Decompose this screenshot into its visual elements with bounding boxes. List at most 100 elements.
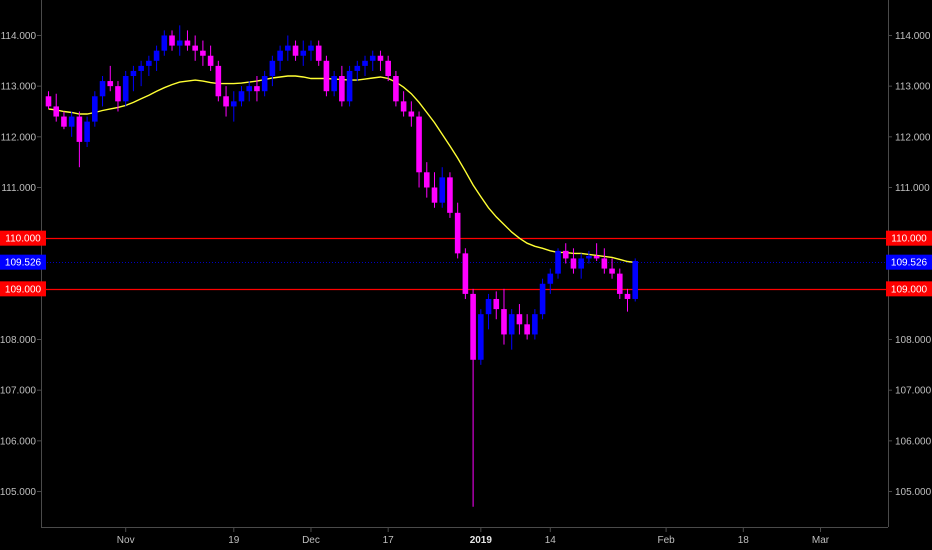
candle-body bbox=[61, 116, 67, 127]
y-tick-label-right: 114.000 bbox=[895, 31, 931, 42]
y-tick-label-left: 113.000 bbox=[1, 82, 37, 93]
candle-body bbox=[45, 96, 52, 107]
candle-body bbox=[400, 101, 407, 112]
candle-body bbox=[423, 172, 430, 188]
candle-body bbox=[76, 116, 83, 142]
level-label-left: 109.000 bbox=[5, 284, 42, 295]
level-labels: 110.000 110.000 109.000 109.000 109.526 109.5… bbox=[0, 230, 932, 297]
y-tick-label-right: 106.000 bbox=[895, 436, 932, 447]
level-label-left: 110.000 bbox=[5, 234, 41, 245]
candle-body bbox=[593, 255, 600, 259]
x-tick-label: 19 bbox=[228, 535, 240, 546]
candle-body bbox=[478, 314, 484, 360]
candle-body bbox=[601, 258, 608, 269]
candle-body bbox=[115, 86, 121, 102]
candle-body bbox=[53, 106, 60, 117]
candle-body bbox=[362, 60, 368, 66]
candle-body bbox=[207, 55, 214, 66]
x-tick-label: 18 bbox=[738, 535, 750, 546]
candle-body bbox=[508, 314, 515, 335]
candle-body bbox=[385, 60, 391, 77]
y-tick-label-left: 107.000 bbox=[0, 386, 36, 397]
y-tick-label-right: 111.000 bbox=[895, 183, 930, 194]
level-label-right: 110.000 bbox=[891, 234, 927, 245]
candle-body bbox=[377, 55, 384, 61]
candle-body bbox=[524, 324, 530, 335]
y-tick-label-right: 107.000 bbox=[895, 386, 932, 397]
candle-body bbox=[616, 273, 623, 294]
candle-body bbox=[308, 45, 314, 51]
y-tick-label-left: 108.000 bbox=[0, 335, 36, 346]
candle-body bbox=[532, 314, 538, 335]
level-label-left-bg bbox=[0, 254, 46, 270]
y-tick-label-right: 105.000 bbox=[895, 487, 932, 498]
candle-body bbox=[138, 65, 144, 71]
candle-body bbox=[586, 255, 592, 259]
y-tick-label-left: 114.000 bbox=[1, 31, 37, 42]
candle-body bbox=[609, 268, 615, 274]
candle-body bbox=[516, 314, 523, 325]
y-tick-label-left: 112.000 bbox=[1, 132, 37, 143]
x-tick-label: 14 bbox=[545, 535, 557, 546]
candle-body bbox=[393, 76, 399, 102]
y-tick-label-left: 105.000 bbox=[0, 487, 36, 498]
x-tick-label: Dec bbox=[302, 535, 320, 546]
candle-body bbox=[277, 50, 283, 61]
y-tick-label-right: 112.000 bbox=[895, 132, 931, 143]
candle-body bbox=[122, 76, 129, 102]
candle-body bbox=[315, 45, 322, 61]
y-tick-label-left: 106.000 bbox=[0, 436, 36, 447]
candle-body bbox=[153, 50, 160, 61]
candle-body bbox=[570, 258, 577, 269]
candle-body bbox=[632, 260, 639, 299]
candle-body bbox=[215, 65, 222, 97]
candle-body bbox=[447, 177, 453, 213]
candle-body bbox=[485, 298, 492, 315]
candle-body bbox=[331, 76, 337, 92]
x-tick-label: Nov bbox=[117, 535, 135, 546]
candle-body bbox=[292, 45, 299, 56]
candles bbox=[45, 25, 639, 507]
candle-body bbox=[431, 187, 438, 203]
level-label-left-bg bbox=[0, 230, 46, 246]
candle-body bbox=[192, 45, 198, 51]
candle-body bbox=[416, 116, 422, 173]
candle-body bbox=[99, 81, 106, 97]
candle-body bbox=[408, 111, 415, 117]
candle-body bbox=[230, 101, 237, 107]
candle-body bbox=[146, 60, 152, 66]
level-label-left-bg bbox=[0, 281, 46, 297]
level-label-right-bg bbox=[886, 230, 932, 246]
candle-body bbox=[254, 86, 260, 92]
candle-body bbox=[562, 250, 569, 259]
candle-body bbox=[300, 50, 307, 56]
candle-body bbox=[346, 70, 353, 102]
x-tick-label: Feb bbox=[657, 535, 675, 546]
y-tick-label-left: 111.000 bbox=[1, 183, 36, 194]
candle-body bbox=[323, 60, 330, 92]
candle-body bbox=[454, 212, 461, 254]
candle-body bbox=[184, 40, 191, 46]
level-label-right: 109.526 bbox=[891, 258, 928, 269]
candle-body bbox=[555, 250, 561, 274]
x-tick-label: 2019 bbox=[470, 535, 493, 546]
candle-body bbox=[68, 116, 75, 127]
candle-body bbox=[624, 293, 631, 299]
candle-body bbox=[84, 121, 90, 142]
candle-body bbox=[92, 96, 98, 122]
candle-body bbox=[354, 65, 361, 71]
candle-body bbox=[547, 273, 554, 284]
candle-body bbox=[107, 81, 114, 87]
candle-body bbox=[238, 91, 245, 102]
candle-body bbox=[161, 35, 168, 51]
candle-body bbox=[539, 283, 546, 315]
y-tick-label-right: 113.000 bbox=[895, 82, 931, 93]
candle-body bbox=[261, 76, 268, 92]
candle-body bbox=[462, 253, 469, 294]
candle-body bbox=[439, 177, 446, 203]
x-tick-label: Mar bbox=[812, 535, 830, 546]
candle-body bbox=[501, 309, 507, 335]
candle-body bbox=[578, 258, 584, 269]
candle-body bbox=[176, 40, 183, 46]
